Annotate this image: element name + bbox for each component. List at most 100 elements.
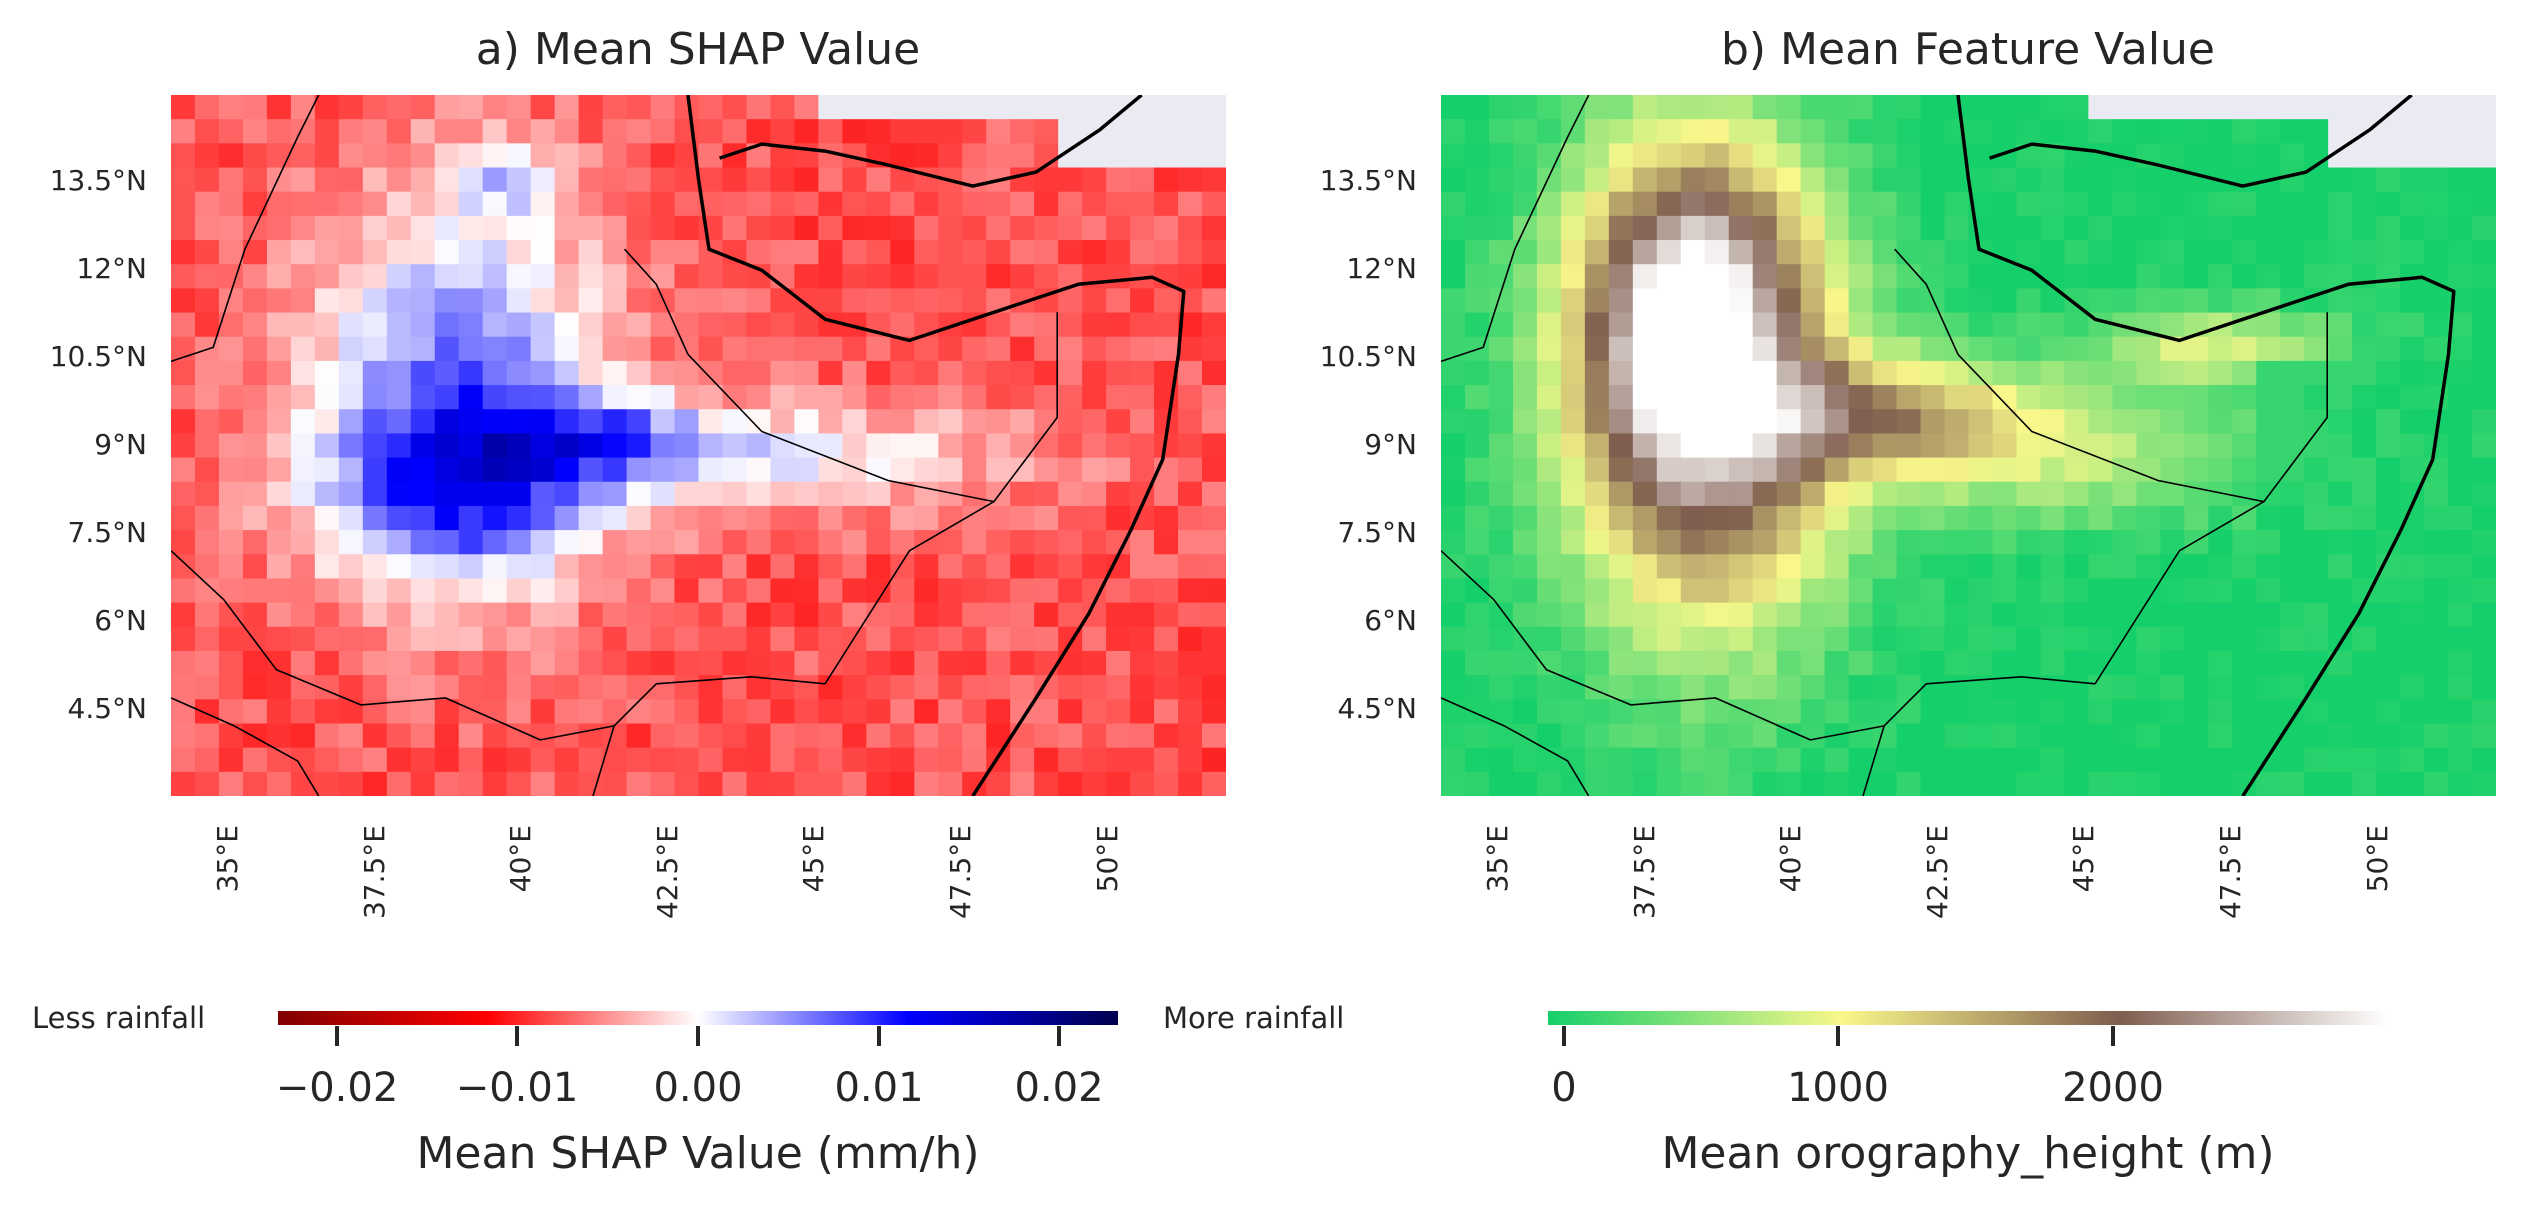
- heatmap-cell: [1536, 433, 1562, 459]
- heatmap-cell: [674, 167, 700, 193]
- heatmap-cell: [1920, 360, 1946, 386]
- heatmap-cell: [818, 771, 843, 796]
- heatmap-cell: [914, 675, 939, 700]
- heatmap-cell: [2352, 385, 2377, 410]
- heatmap-cell: [1488, 336, 1514, 362]
- heatmap-cell: [578, 95, 604, 120]
- heatmap-cell: [1130, 336, 1155, 362]
- heatmap-cell: [1584, 771, 1610, 796]
- heatmap-cell: [2064, 675, 2089, 700]
- heatmap-cell: [890, 215, 915, 241]
- heatmap-cell: [290, 143, 316, 169]
- heatmap-cell: [2208, 240, 2233, 265]
- heatmap-cell: [458, 167, 484, 193]
- heatmap-cell: [1680, 554, 1706, 580]
- heatmap-cell: [2136, 240, 2161, 265]
- heatmap-cell: [1488, 191, 1514, 217]
- heatmap-cell: [2064, 457, 2089, 483]
- border-line: [613, 676, 826, 727]
- heatmap-cell: [1202, 554, 1226, 580]
- heatmap-cell: [2328, 771, 2353, 796]
- heatmap-cell: [2184, 457, 2209, 483]
- heatmap-cell: [1992, 119, 2018, 144]
- heatmap-cell: [1656, 119, 1682, 144]
- heatmap-cell: [938, 457, 963, 483]
- heatmap-cell: [386, 433, 412, 459]
- heatmap-cell: [1920, 747, 1946, 773]
- heatmap-cell: [2328, 747, 2353, 773]
- heatmap-cell: [1034, 650, 1059, 676]
- heatmap-cell: [1800, 699, 1826, 725]
- heatmap-cell: [2160, 626, 2185, 652]
- heatmap-cell: [362, 95, 388, 120]
- heatmap-cell: [2184, 578, 2209, 604]
- heatmap-cell: [1464, 457, 1490, 483]
- heatmap-cell: [171, 433, 196, 459]
- heatmap-cell: [1800, 602, 1826, 628]
- heatmap-cell: [986, 240, 1011, 265]
- heatmap-cell: [1058, 95, 1083, 120]
- heatmap-cell: [1944, 360, 1970, 386]
- heatmap-cell: [602, 771, 628, 796]
- heatmap-cell: [1441, 554, 1466, 580]
- heatmap-cell: [2472, 167, 2496, 193]
- heatmap-cell: [1728, 433, 1754, 459]
- heatmap-cell: [1488, 385, 1514, 410]
- heatmap-cell: [1488, 360, 1514, 386]
- heatmap-cell: [2016, 191, 2042, 217]
- heatmap-cell: [1752, 336, 1778, 362]
- heatmap-cell: [962, 240, 987, 265]
- heatmap-cell: [2064, 626, 2089, 652]
- heatmap-cell: [1848, 578, 1874, 604]
- heatmap-cell: [1130, 530, 1155, 555]
- heatmap-cell: [602, 578, 628, 604]
- heatmap-cell: [578, 119, 604, 144]
- border-line: [1989, 95, 2413, 188]
- heatmap-cell: [1992, 312, 2018, 338]
- heatmap-cell: [2232, 481, 2257, 507]
- heatmap-cell: [602, 119, 628, 144]
- heatmap-cell: [1824, 626, 1850, 652]
- heatmap-cell: [1872, 457, 1898, 483]
- heatmap-cell: [1992, 385, 2018, 410]
- heatmap-cell: [1632, 505, 1658, 531]
- heatmap-cell: [1584, 554, 1610, 580]
- heatmap-cell: [842, 360, 867, 386]
- heatmap-cell: [578, 385, 604, 410]
- heatmap-cell: [434, 215, 460, 241]
- heatmap-cell: [171, 771, 196, 796]
- heatmap-cell: [1872, 360, 1898, 386]
- heatmap-cell: [1632, 530, 1658, 555]
- heatmap-cell: [362, 336, 388, 362]
- heatmap-cell: [290, 530, 316, 555]
- heatmap-cell: [842, 457, 867, 483]
- heatmap-cell: [746, 699, 772, 725]
- heatmap-cell: [1824, 457, 1850, 483]
- heatmap-cell: [1824, 530, 1850, 555]
- heatmap-cell: [2184, 554, 2209, 580]
- heatmap-cell: [1178, 699, 1203, 725]
- heatmap-cell: [2280, 167, 2305, 193]
- heatmap-cell: [458, 747, 484, 773]
- heatmap-cell: [722, 119, 748, 144]
- heatmap-cell: [938, 602, 963, 628]
- heatmap-cell: [986, 215, 1011, 241]
- heatmap-cell: [1130, 626, 1155, 652]
- heatmap-cell: [674, 771, 700, 796]
- heatmap-cell: [1752, 530, 1778, 555]
- heatmap-cell: [1992, 457, 2018, 483]
- heatmap-cell: [2448, 650, 2473, 676]
- heatmap-cell: [338, 771, 364, 796]
- heatmap-cell: [698, 530, 724, 555]
- heatmap-cell: [1608, 191, 1634, 217]
- heatmap-cell: [2472, 312, 2496, 338]
- heatmap-cell: [194, 554, 220, 580]
- heatmap-cell: [554, 554, 580, 580]
- heatmap-cell: [626, 650, 652, 676]
- heatmap-cell: [1488, 215, 1514, 241]
- heatmap-cell: [2136, 264, 2161, 289]
- heatmap-cell: [386, 312, 412, 338]
- heatmap-cell: [2280, 771, 2305, 796]
- heatmap-cell: [1584, 457, 1610, 483]
- heatmap-cell: [2208, 626, 2233, 652]
